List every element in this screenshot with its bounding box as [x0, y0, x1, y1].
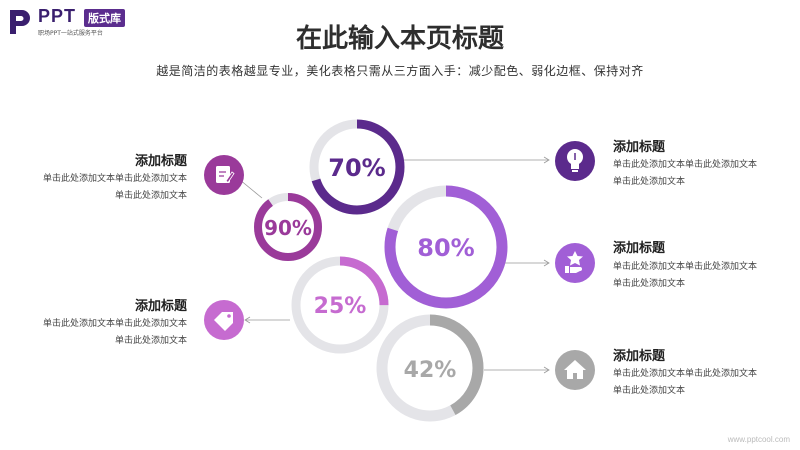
item-text-right-2: 单击此处添加文本单击此处添加文本单击此处添加文本: [613, 262, 758, 289]
item-title-left-2: 添加标题: [134, 299, 187, 314]
logo-mark-icon: [10, 10, 30, 34]
ring-80-label: 80%: [417, 234, 474, 262]
ring-25-label: 25%: [314, 294, 367, 319]
item-text-left-2: 单击此处添加文本单击此处添加文本单击此处添加文本: [42, 319, 187, 346]
arrow-80: [543, 259, 550, 267]
ring-25-progress: [291, 256, 389, 354]
ring-25: 25%: [291, 256, 389, 354]
item-text-right-1: 单击此处添加文本单击此处添加文本单击此处添加文本: [613, 160, 758, 187]
ring-80-progress: [384, 185, 508, 309]
arrow-70: [543, 156, 550, 164]
item-title-right-2: 添加标题: [613, 241, 666, 256]
item-title-left-1: 添加标题: [134, 154, 187, 169]
ring-70-label: 70%: [328, 154, 385, 182]
brand-logo: PPT 版式库 职场PPT一站式服务平台: [8, 6, 178, 40]
hand-star-icon: [555, 243, 595, 283]
ring-42-label: 42%: [404, 358, 457, 383]
page-subtitle: 越是简洁的表格越显专业，美化表格只需从三方面入手：减少配色、弱化边框、保持对齐: [156, 64, 644, 78]
tag-icon: [204, 300, 244, 340]
ring-90-progress: [254, 193, 322, 261]
logo-badge: 版式库: [84, 9, 125, 27]
ring-80: 80%: [384, 185, 508, 309]
logo-brand-text: PPT: [38, 6, 77, 26]
lightbulb-icon: [555, 141, 595, 181]
connector-arrows: [244, 156, 550, 374]
ring-90: 90%: [254, 193, 322, 261]
item-title-right-3: 添加标题: [613, 349, 666, 364]
logo-tagline: 职场PPT一站式服务平台: [38, 30, 103, 37]
watermark: www.pptcool.com: [727, 435, 790, 444]
ring-42-progress: [376, 314, 484, 422]
arrow-25: [244, 316, 251, 324]
home-icon: [555, 350, 595, 390]
ring-70-progress: [309, 119, 405, 215]
ring-90-label: 90%: [264, 216, 312, 240]
edit-icon: [204, 155, 244, 195]
item-text-left-1: 单击此处添加文本单击此处添加文本单击此处添加文本: [42, 174, 187, 201]
item-text-right-3: 单击此处添加文本单击此处添加文本单击此处添加文本: [613, 369, 758, 396]
arrow-42: [543, 366, 550, 374]
item-title-right-1: 添加标题: [613, 140, 666, 155]
ring-70: 70%: [309, 119, 405, 215]
ring-42: 42%: [376, 314, 484, 422]
page-title: 在此输入本页标题: [295, 24, 504, 54]
